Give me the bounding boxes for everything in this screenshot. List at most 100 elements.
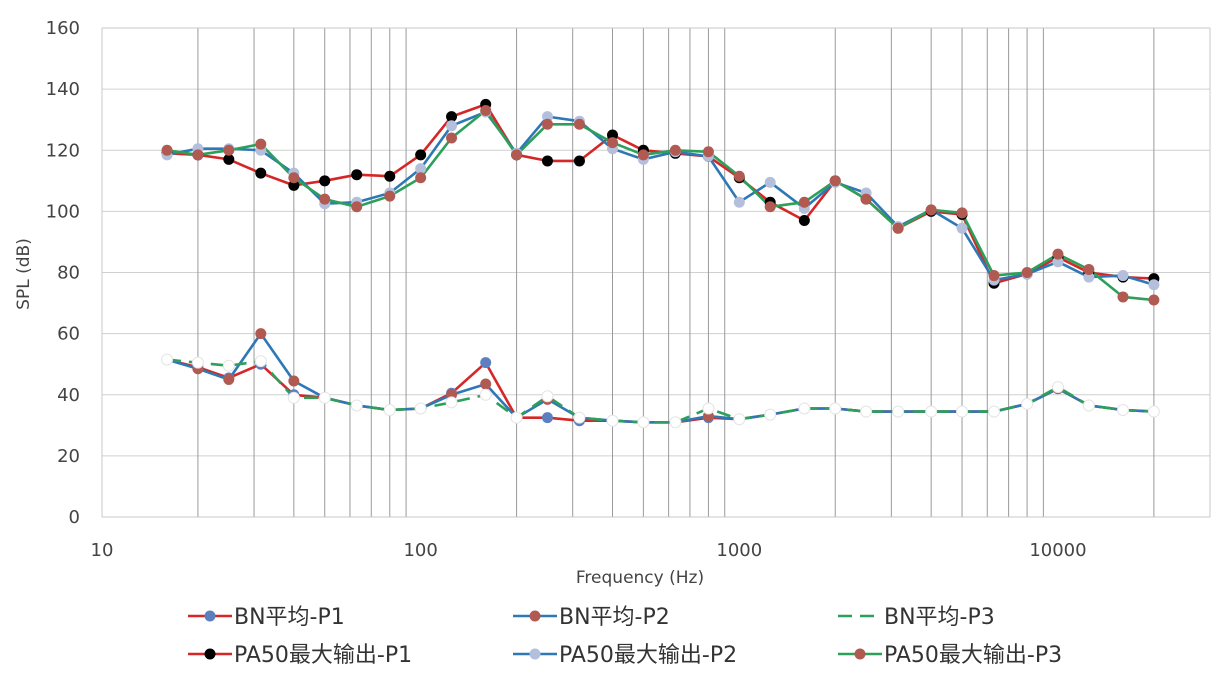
data-point xyxy=(925,204,937,216)
data-point xyxy=(446,111,458,123)
legend-item: PA50最大输出-P3 xyxy=(838,643,1062,668)
legend-swatch-marker xyxy=(854,648,866,660)
data-point xyxy=(192,149,204,161)
data-point xyxy=(573,155,585,167)
legend-swatch-marker xyxy=(204,648,216,660)
data-point xyxy=(351,201,363,213)
legend-swatch-marker xyxy=(529,610,541,622)
legend-item: PA50最大输出-P2 xyxy=(513,643,737,668)
legend-label: PA50最大输出-P2 xyxy=(559,643,737,668)
data-point xyxy=(892,222,904,234)
y-axis-title: SPL (dB) xyxy=(14,238,34,310)
data-point xyxy=(669,144,681,156)
data-point xyxy=(702,402,715,415)
data-point xyxy=(798,196,810,208)
x-tick-label: 1000 xyxy=(716,540,762,561)
data-point xyxy=(254,355,267,368)
data-point xyxy=(223,144,235,156)
data-point xyxy=(733,170,745,182)
data-point xyxy=(733,413,746,426)
legend-label: PA50最大输出-P3 xyxy=(884,643,1062,668)
data-point xyxy=(956,222,968,234)
grid xyxy=(101,27,1211,518)
data-point xyxy=(191,356,204,369)
x-tick-label: 10 xyxy=(91,540,114,561)
legend-item: PA50最大输出-P1 xyxy=(188,643,412,668)
x-axis-title: Frequency (Hz) xyxy=(576,568,704,588)
data-point xyxy=(541,118,553,130)
data-point xyxy=(351,169,363,181)
data-point xyxy=(798,402,811,415)
data-point xyxy=(860,193,872,205)
legend-label: BN平均-P1 xyxy=(234,605,345,630)
data-point xyxy=(956,207,968,219)
data-point xyxy=(1052,248,1064,260)
data-point xyxy=(161,144,173,156)
data-point xyxy=(161,353,174,366)
data-point xyxy=(541,412,553,424)
legend-swatch-marker xyxy=(529,648,541,660)
y-tick-label: 80 xyxy=(57,263,80,284)
data-point xyxy=(764,176,776,188)
data-point xyxy=(255,328,267,340)
data-point xyxy=(223,373,235,385)
plot-series xyxy=(161,98,1160,429)
data-point xyxy=(1148,279,1160,291)
data-point xyxy=(860,405,873,418)
data-point xyxy=(288,172,300,184)
series-line-6 xyxy=(166,109,1155,302)
data-point xyxy=(1083,271,1095,283)
data-point xyxy=(384,170,396,182)
series-line-1 xyxy=(166,358,1154,424)
data-point xyxy=(1147,405,1160,418)
data-point xyxy=(606,414,619,427)
data-point xyxy=(414,402,427,415)
y-tick-label: 40 xyxy=(57,385,80,406)
data-point xyxy=(415,172,427,184)
y-tick-label: 20 xyxy=(57,446,80,467)
data-point xyxy=(1021,397,1034,410)
legend-label: BN平均-P3 xyxy=(884,605,995,630)
series-line-3 xyxy=(166,358,1154,424)
data-point xyxy=(1117,404,1130,417)
data-point xyxy=(925,405,938,418)
data-point xyxy=(319,175,331,187)
data-point xyxy=(446,132,458,144)
data-point xyxy=(573,411,586,424)
data-point xyxy=(733,196,745,208)
data-point xyxy=(1051,381,1064,394)
data-point xyxy=(637,416,650,429)
data-point xyxy=(446,120,458,132)
data-point xyxy=(1083,263,1095,275)
data-point xyxy=(541,155,553,167)
y-tick-label: 140 xyxy=(46,79,80,100)
data-point xyxy=(1052,256,1064,268)
data-point xyxy=(541,111,553,123)
data-point xyxy=(669,416,682,429)
data-point xyxy=(1117,291,1129,303)
y-tick-label: 60 xyxy=(57,324,80,345)
data-point xyxy=(607,137,619,149)
y-tick-label: 100 xyxy=(46,201,80,222)
data-point xyxy=(764,201,776,213)
data-point xyxy=(829,175,841,187)
data-point xyxy=(415,149,427,161)
data-point xyxy=(510,411,523,424)
y-tick-label: 120 xyxy=(46,140,80,161)
data-point xyxy=(318,391,331,404)
legend-item: BN平均-P2 xyxy=(513,605,670,630)
data-point xyxy=(319,193,331,205)
data-point xyxy=(1148,294,1160,306)
plot-border xyxy=(101,27,1211,518)
data-point xyxy=(255,167,267,179)
legend-label: BN平均-P2 xyxy=(559,605,670,630)
data-point xyxy=(573,118,585,130)
data-point xyxy=(988,270,1000,282)
data-point xyxy=(288,375,300,387)
data-point xyxy=(288,179,300,191)
data-point xyxy=(988,405,1001,418)
data-point xyxy=(702,146,714,158)
data-point xyxy=(255,138,267,150)
legend-item: BN平均-P1 xyxy=(188,605,345,630)
